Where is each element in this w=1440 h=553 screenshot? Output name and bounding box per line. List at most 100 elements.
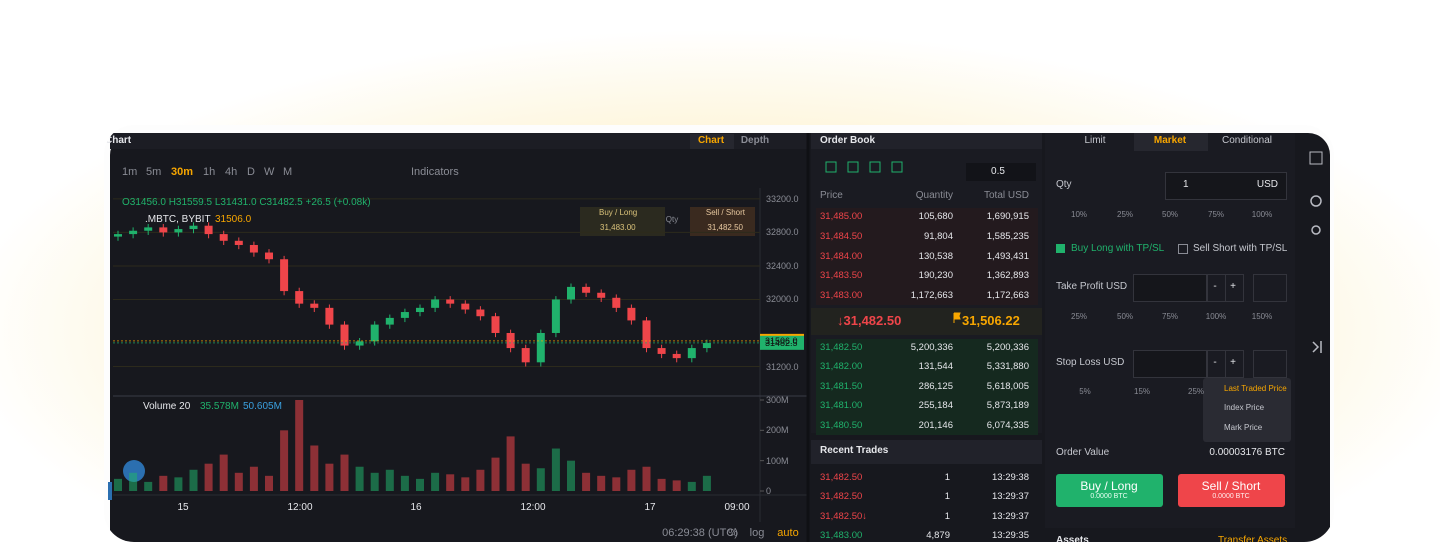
price-tag-label: 31482.5 <box>765 337 798 348</box>
symbol: .MBTC, BYBIT <box>145 214 211 225</box>
chart-footer[interactable]: auto <box>777 527 799 539</box>
qty-percent[interactable]: 100% <box>1251 210 1273 219</box>
buy-button[interactable] <box>1056 474 1163 507</box>
qty-input[interactable] <box>1165 172 1287 200</box>
ask-cell: 31,484.00 <box>820 250 863 262</box>
chart-footer[interactable]: log <box>749 527 765 539</box>
step-button[interactable]: - <box>1213 357 1217 368</box>
transfer-link[interactable]: Transfer Assets <box>1218 535 1288 546</box>
interval[interactable]: 5m <box>146 166 162 178</box>
candle-body <box>219 234 228 241</box>
candle-body <box>642 320 651 349</box>
trigger-option[interactable]: Index Price <box>1224 403 1265 412</box>
scroll-handle[interactable] <box>108 482 112 500</box>
trade-qty: 1 <box>944 510 950 522</box>
order-type-tab[interactable]: Limit <box>1084 135 1106 146</box>
candle-body <box>265 252 273 260</box>
candle-body <box>687 348 696 359</box>
tp-plus[interactable] <box>1225 274 1244 302</box>
candle-body <box>612 297 621 308</box>
qty-percent[interactable]: 10% <box>1070 210 1088 219</box>
volume-tick-label: 100M <box>766 455 789 466</box>
tp-percent[interactable]: 150% <box>1251 312 1273 321</box>
trade-price: 31,482.50 <box>820 472 863 483</box>
sl-percent[interactable]: 5% <box>1079 387 1091 396</box>
tp-percent[interactable]: 25% <box>1070 312 1088 321</box>
precision-select[interactable] <box>966 163 1036 181</box>
chart-tab[interactable]: Chart <box>697 135 725 146</box>
candle-body <box>370 324 379 342</box>
candle-body <box>310 303 319 308</box>
chart-header <box>110 133 808 149</box>
tpsl-checkbox-buy[interactable] <box>1056 244 1065 253</box>
tpsl-checkbox-sell[interactable] <box>1178 244 1188 254</box>
quick-buy[interactable] <box>580 207 665 236</box>
step-button[interactable]: + <box>1230 281 1236 292</box>
interval[interactable]: D <box>247 166 255 178</box>
indicators-button[interactable]: Indicators <box>411 166 459 178</box>
qty-percent[interactable]: 25% <box>1116 210 1134 219</box>
interval[interactable]: 4h <box>225 166 238 178</box>
candle-body <box>567 286 575 300</box>
volume-bar <box>114 478 122 491</box>
volume-bar <box>627 469 636 491</box>
trade-time: 13:29:38 <box>992 472 1029 483</box>
order-type-tab[interactable]: Market <box>1153 135 1187 146</box>
depth-tab[interactable]: Depth <box>740 135 770 146</box>
volume-bar <box>476 469 485 491</box>
candle-body <box>702 343 711 349</box>
tp-percent[interactable]: 75% <box>1161 312 1179 321</box>
candle-body <box>536 332 545 363</box>
tp-trigger[interactable] <box>1253 274 1287 302</box>
sl-trigger[interactable] <box>1253 350 1287 378</box>
sl-percent[interactable]: 25% <box>1187 387 1205 396</box>
volume-bar <box>310 445 319 491</box>
candle-body <box>491 316 500 333</box>
precision[interactable]: 0.5 <box>991 166 1005 177</box>
tp-percent[interactable]: 100% <box>1205 312 1227 321</box>
trade-time: 13:29:35 <box>992 530 1029 542</box>
interval[interactable]: W <box>264 166 275 178</box>
candle-body <box>280 259 289 292</box>
candle-body <box>144 227 153 231</box>
theme-icon[interactable] <box>1311 225 1321 235</box>
ask-depth <box>816 208 1038 305</box>
tp-percent[interactable]: 50% <box>1116 312 1134 321</box>
chart-footer[interactable]: % <box>728 527 738 539</box>
interval[interactable]: 1m <box>122 166 138 178</box>
volume-tick-label: 300M <box>766 395 789 405</box>
quick-sell[interactable] <box>690 207 755 236</box>
y-tick-label: 32400.0 <box>766 260 799 271</box>
buy-cost: 0.0000 BTC <box>1090 493 1128 500</box>
collapse-icon[interactable] <box>1312 341 1322 353</box>
x-tick-label: 17 <box>644 502 656 513</box>
volume-figure: 50.605M <box>243 401 282 412</box>
volume-bar <box>280 430 289 491</box>
book-view-icons[interactable] <box>825 161 903 173</box>
logo-badge <box>123 460 145 482</box>
sell-button[interactable] <box>1178 474 1285 507</box>
interval[interactable]: M <box>283 166 293 178</box>
interval[interactable]: 1h <box>203 166 216 178</box>
ask-cell: 1,585,235 <box>986 230 1029 242</box>
x-tick-label: 12:00 <box>520 502 546 513</box>
sl-percent[interactable]: 15% <box>1133 387 1151 396</box>
qty-value: 1 <box>1183 179 1189 190</box>
layout-icon[interactable] <box>1309 151 1323 165</box>
sl-input[interactable] <box>1133 350 1207 378</box>
ask-cell: 31,484.50 <box>820 230 863 242</box>
qty-percent[interactable]: 50% <box>1161 210 1179 219</box>
step-button[interactable]: - <box>1213 281 1217 292</box>
settings-icon[interactable] <box>1310 195 1322 207</box>
step-button[interactable]: + <box>1230 357 1236 368</box>
trigger-option[interactable]: Mark Price <box>1224 423 1263 432</box>
candle-body <box>521 348 530 363</box>
order-type-tab[interactable]: Conditional <box>1221 135 1273 146</box>
interval[interactable]: 30m <box>171 166 194 178</box>
sl-plus[interactable] <box>1225 350 1244 378</box>
trade-qty: 1 <box>944 472 950 483</box>
qty-percent[interactable]: 75% <box>1207 210 1225 219</box>
trigger-option[interactable]: Last Traded Price <box>1224 384 1287 393</box>
tp-input[interactable] <box>1133 274 1207 302</box>
